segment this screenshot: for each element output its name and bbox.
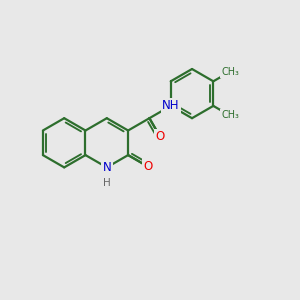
Text: CH₃: CH₃ (221, 67, 239, 77)
Text: O: O (143, 160, 152, 173)
Text: NH: NH (162, 99, 179, 112)
Text: O: O (156, 130, 165, 143)
Text: N: N (102, 161, 111, 174)
Text: CH₃: CH₃ (221, 110, 239, 121)
Text: H: H (103, 178, 111, 188)
